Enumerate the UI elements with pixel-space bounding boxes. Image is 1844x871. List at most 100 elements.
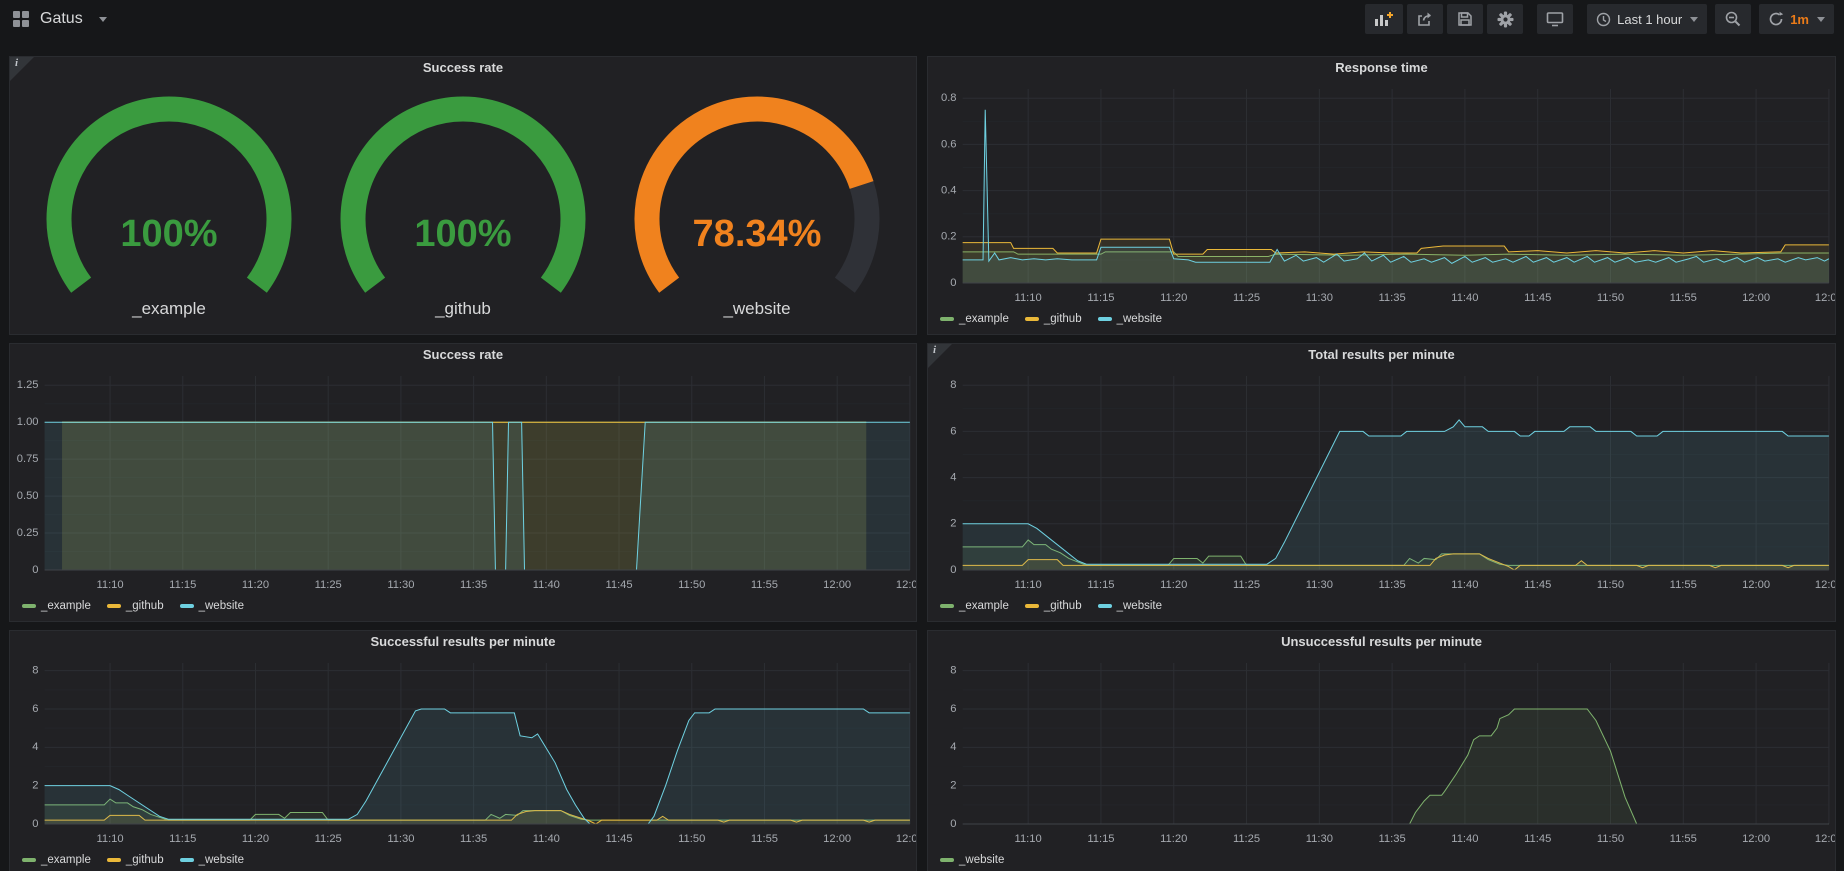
legend-swatch — [1097, 604, 1112, 608]
legend-item[interactable]: _website — [1097, 600, 1162, 612]
svg-text:11:40: 11:40 — [533, 579, 560, 591]
legend-item[interactable]: _github — [1024, 600, 1082, 612]
chart-unsuccessful-results[interactable]: 0 2 4 6 8 11:10 11:15 11:20 11:25 11:30 11:35 11:40… — [928, 653, 1835, 850]
legend-item[interactable]: _example — [22, 854, 91, 866]
legend-item[interactable]: _github — [106, 854, 164, 866]
panel-title[interactable]: Total results per minute — [1308, 347, 1455, 362]
chart-response-time[interactable]: 0 0.2 0.4 0.6 0.8 11:10 11:15 11:20 11:25 11:30 11… — [928, 79, 1835, 309]
chart-total-results[interactable]: 0 2 4 6 8 11:10 11:15 11:20 11:25 11:30 11:35 11:40… — [928, 366, 1835, 596]
share-icon — [1418, 12, 1432, 26]
legend-item[interactable]: _example — [940, 313, 1009, 325]
legend-swatch — [179, 604, 194, 608]
svg-text:12:05: 12:05 — [896, 833, 917, 845]
legend: _website — [928, 850, 1835, 870]
svg-text:12:05: 12:05 — [1815, 579, 1836, 591]
chart-successful-results[interactable]: 0 2 4 6 8 11:10 11:15 11:20 11:25 11:30 11:35 11:40… — [10, 653, 916, 850]
panel-title[interactable]: Response time — [1335, 60, 1428, 75]
chevron-down-icon — [1690, 16, 1699, 22]
dashboard-title[interactable]: Gatus — [40, 10, 83, 27]
svg-text:11:35: 11:35 — [460, 579, 487, 591]
svg-text:11:50: 11:50 — [678, 579, 705, 591]
gauge-label: _website — [723, 299, 791, 318]
refresh-button[interactable]: 1m — [1759, 4, 1834, 34]
svg-text:11:25: 11:25 — [1233, 579, 1260, 591]
svg-text:78.34%: 78.34% — [693, 213, 822, 255]
svg-text:100%: 100% — [414, 213, 511, 255]
add-panel-icon — [1375, 12, 1394, 26]
legend-item[interactable]: _website — [940, 854, 1004, 866]
svg-text:100%: 100% — [120, 213, 217, 255]
legend-swatch — [940, 858, 954, 862]
svg-text:11:10: 11:10 — [96, 579, 123, 591]
svg-text:11:25: 11:25 — [1233, 833, 1260, 845]
legend-item[interactable]: _github — [106, 600, 164, 612]
svg-text:0.2: 0.2 — [941, 231, 957, 243]
legend-swatch — [940, 604, 954, 608]
legend-label: _github — [1043, 600, 1082, 612]
svg-text:11:10: 11:10 — [1015, 292, 1042, 304]
legend: _example _github _website — [10, 596, 916, 616]
svg-text:12:05: 12:05 — [896, 579, 917, 591]
dashboards-grid-icon[interactable] — [12, 10, 30, 28]
monitor-icon — [1546, 12, 1564, 27]
svg-text:8: 8 — [950, 665, 956, 677]
panel-title[interactable]: Success rate — [422, 347, 504, 362]
panel-title[interactable]: Success rate — [422, 60, 504, 75]
legend-item[interactable]: _website — [179, 854, 244, 866]
svg-text:11:30: 11:30 — [1306, 579, 1333, 591]
svg-text:11:45: 11:45 — [605, 579, 632, 591]
svg-text:6: 6 — [950, 703, 956, 715]
panel-title[interactable]: Successful results per minute — [370, 634, 556, 649]
chart-success-rate[interactable]: 0 0.25 0.50 0.75 1.00 1.25 11:10 11:15 11:20 11:2… — [10, 366, 916, 596]
svg-text:11:35: 11:35 — [1379, 833, 1406, 845]
settings-button[interactable] — [1487, 4, 1524, 34]
svg-text:11:20: 11:20 — [1160, 292, 1187, 304]
svg-text:11:55: 11:55 — [751, 579, 778, 591]
navbar: Gatus — [0, 0, 1844, 38]
svg-text:11:35: 11:35 — [1379, 579, 1406, 591]
add-panel-button[interactable] — [1365, 4, 1404, 34]
zoom-out-button[interactable] — [1715, 4, 1752, 34]
legend-swatch — [940, 317, 954, 321]
legend-item[interactable]: _example — [22, 600, 91, 612]
dashboard-grid: i Success rate 100% _example 100% _githu… — [0, 38, 1844, 871]
share-button[interactable] — [1407, 4, 1444, 34]
save-icon — [1458, 12, 1472, 26]
legend-item[interactable]: _website — [1097, 313, 1162, 325]
legend-item[interactable]: _example — [940, 600, 1009, 612]
legend-item[interactable]: _github — [1024, 313, 1082, 325]
svg-text:11:20: 11:20 — [1160, 579, 1187, 591]
legend-item[interactable]: _website — [179, 600, 244, 612]
svg-text:11:55: 11:55 — [1670, 292, 1697, 304]
legend-label: _example — [959, 600, 1009, 612]
svg-text:12:00: 12:00 — [1742, 833, 1770, 845]
clock-icon — [1596, 12, 1611, 26]
svg-text:11:30: 11:30 — [387, 579, 414, 591]
svg-text:11:45: 11:45 — [1524, 579, 1551, 591]
panel-info-corner[interactable]: i — [928, 344, 952, 368]
legend-swatch — [106, 858, 121, 862]
panel-info-corner[interactable]: i — [10, 57, 34, 81]
svg-text:11:15: 11:15 — [1087, 292, 1114, 304]
panel-title[interactable]: Unsuccessful results per minute — [1281, 634, 1482, 649]
svg-text:8: 8 — [950, 379, 956, 391]
chevron-down-icon — [1817, 16, 1825, 22]
svg-text:11:10: 11:10 — [1015, 833, 1042, 845]
legend: _example _github _website — [928, 596, 1835, 616]
svg-text:11:15: 11:15 — [169, 833, 196, 845]
tv-mode-button[interactable] — [1537, 4, 1574, 34]
svg-text:11:15: 11:15 — [169, 579, 196, 591]
svg-text:11:40: 11:40 — [1451, 833, 1478, 845]
svg-text:4: 4 — [950, 741, 956, 753]
time-range-button[interactable]: Last 1 hour — [1587, 4, 1708, 34]
svg-text:4: 4 — [32, 741, 38, 753]
svg-text:0: 0 — [950, 564, 956, 576]
svg-text:12:05: 12:05 — [1815, 292, 1836, 304]
svg-text:11:40: 11:40 — [1451, 292, 1478, 304]
save-button[interactable] — [1447, 4, 1484, 34]
svg-text:11:20: 11:20 — [242, 579, 269, 591]
gauge-arc: 100% — [340, 96, 586, 293]
gauge-github: 100% _github — [317, 94, 608, 319]
chevron-down-icon[interactable] — [98, 16, 107, 22]
legend-swatch — [22, 858, 36, 862]
